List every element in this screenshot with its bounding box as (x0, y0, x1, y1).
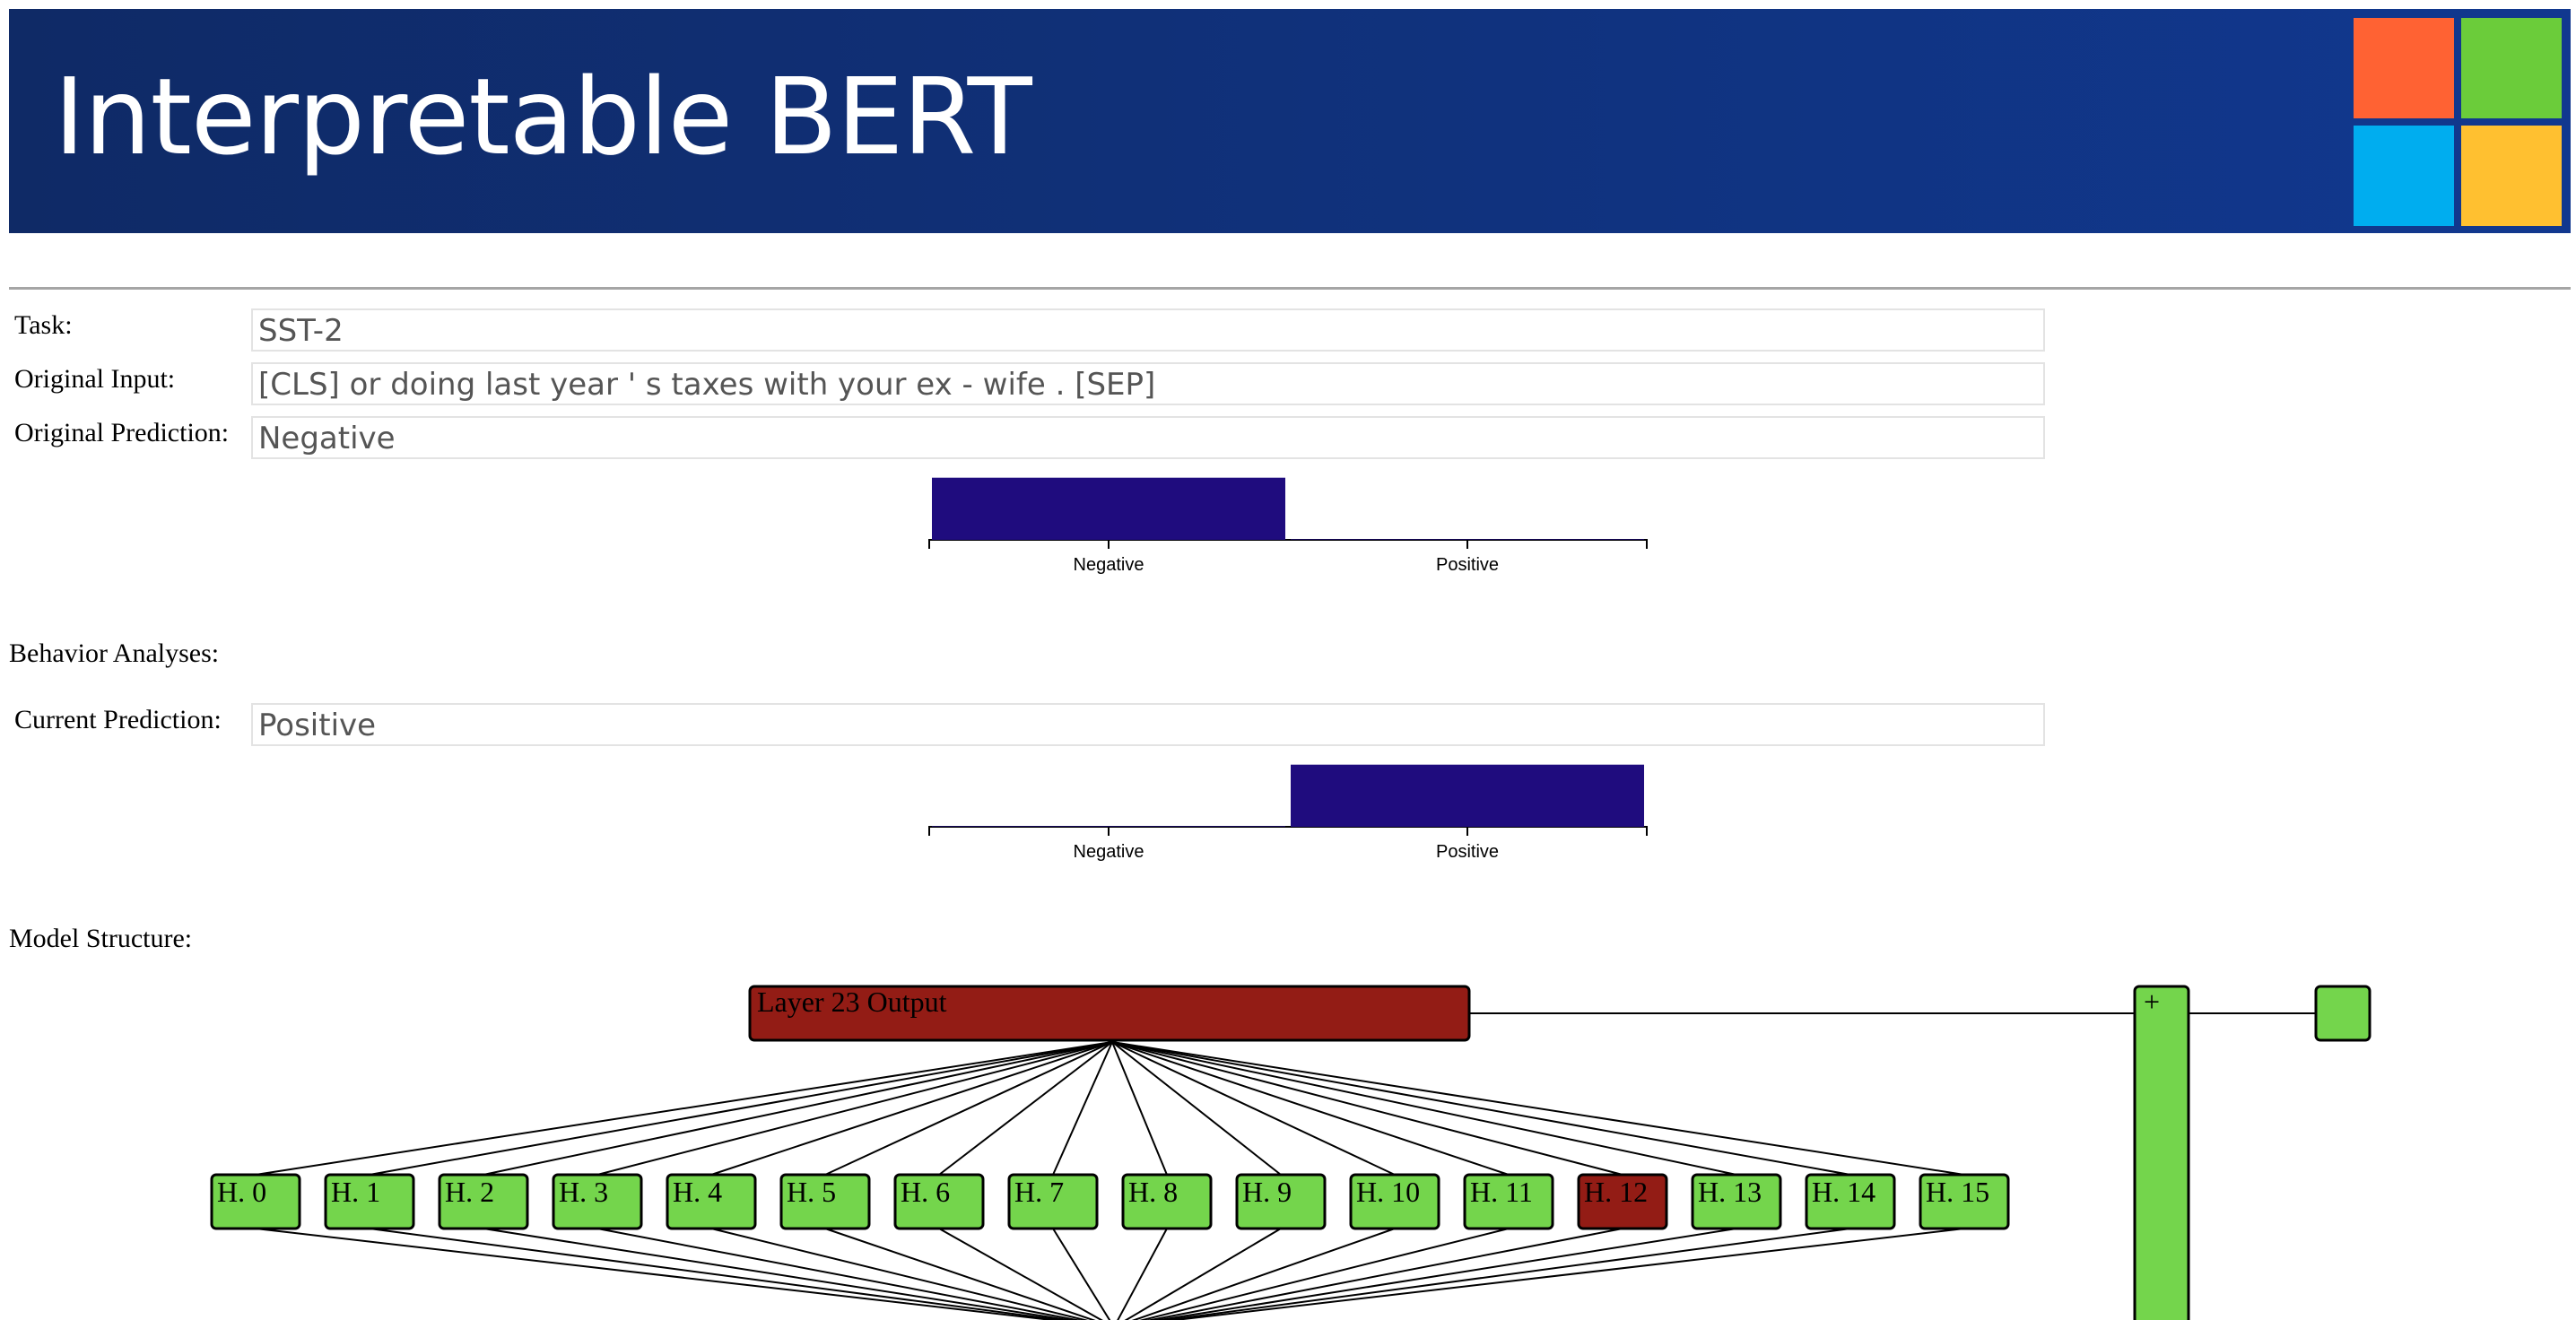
layer-output-node[interactable]: Layer 23 Output (748, 985, 1471, 1042)
connection-line (1111, 1041, 1737, 1176)
app-header: Interpretable BERT (9, 9, 2571, 233)
attention-head-label: H. 8 (1128, 1176, 1178, 1208)
attention-head-2[interactable]: H. 2 (438, 1173, 529, 1230)
connection-line (1168, 1228, 1965, 1320)
task-label: Task: (14, 310, 73, 340)
connection-line (1111, 1041, 1965, 1176)
connection-line (1124, 1228, 1282, 1320)
attention-head-label: H. 15 (1926, 1176, 1989, 1208)
attention-head-label: H. 7 (1014, 1176, 1064, 1208)
original-input-label: Original Input: (14, 364, 176, 394)
connection-line (1117, 1228, 1168, 1320)
attention-head-5[interactable]: H. 5 (779, 1173, 871, 1230)
output-node[interactable] (2314, 985, 2371, 1042)
connection-line (710, 1041, 1113, 1176)
attention-head-label: H. 14 (1812, 1176, 1875, 1208)
attention-head-12[interactable]: H. 12 (1577, 1173, 1668, 1230)
connection-line (1111, 1041, 1851, 1176)
attention-head-14[interactable]: H. 14 (1805, 1173, 1896, 1230)
connection-line (1111, 1041, 1168, 1176)
residual-add-label: + (2144, 986, 2160, 1018)
attention-head-3[interactable]: H. 3 (552, 1173, 643, 1230)
connection-line (938, 1228, 1103, 1320)
connection-line (1145, 1228, 1623, 1320)
model-structure-label: Model Structure: (9, 924, 193, 953)
connection-line (1052, 1041, 1113, 1176)
app-title: Interpretable BERT (54, 55, 1032, 178)
attention-head-label: H. 0 (217, 1176, 266, 1208)
attention-head-6[interactable]: H. 6 (893, 1173, 985, 1230)
connection-line (596, 1228, 1082, 1320)
attention-head-label: H. 4 (673, 1176, 722, 1208)
connection-line (1111, 1041, 1396, 1176)
task-field[interactable]: SST-2 (251, 308, 2045, 352)
attention-head-label: H. 13 (1698, 1176, 1762, 1208)
attention-head-7[interactable]: H. 7 (1007, 1173, 1099, 1230)
logo-square-red (2354, 18, 2454, 118)
connection-line (1111, 1041, 1282, 1176)
attention-head-label: H. 12 (1584, 1176, 1648, 1208)
connection-line (1161, 1228, 1851, 1320)
attention-head-1[interactable]: H. 1 (324, 1173, 415, 1230)
original-prediction-field: Negative (251, 416, 2045, 459)
connection-line (255, 1041, 1113, 1176)
divider (9, 287, 2571, 290)
attention-head-13[interactable]: H. 13 (1691, 1173, 1782, 1230)
attention-head-10[interactable]: H. 10 (1349, 1173, 1440, 1230)
original-input-field[interactable]: [CLS] or doing last year ' s taxes with … (251, 362, 2045, 405)
microsoft-logo-icon (2354, 18, 2562, 226)
attention-head-label: H. 2 (445, 1176, 494, 1208)
connection-line (824, 1228, 1096, 1320)
attention-head-label: H. 10 (1356, 1176, 1420, 1208)
attention-head-label: H. 3 (559, 1176, 608, 1208)
attention-head-4[interactable]: H. 4 (666, 1173, 757, 1230)
current-prediction-field: Positive (251, 703, 2045, 746)
attention-head-label: H. 11 (1470, 1176, 1533, 1208)
behavior-analyses-label: Behavior Analyses: (9, 638, 220, 668)
current-prediction-label: Current Prediction: (14, 705, 222, 734)
connection-line (1153, 1228, 1737, 1320)
connection-line (710, 1228, 1089, 1320)
connection-line (596, 1041, 1113, 1176)
logo-square-green (2461, 18, 2562, 118)
connection-line (1138, 1228, 1510, 1320)
logo-square-blue (2354, 126, 2454, 226)
connection-line (1052, 1228, 1111, 1320)
logo-square-yellow (2461, 126, 2562, 226)
attention-head-label: H. 5 (787, 1176, 836, 1208)
attention-head-9[interactable]: H. 9 (1235, 1173, 1327, 1230)
original-prediction-label: Original Prediction: (14, 418, 230, 447)
connection-line (938, 1041, 1113, 1176)
attention-head-15[interactable]: H. 15 (1919, 1173, 2010, 1230)
residual-add-node[interactable]: + (2133, 985, 2190, 1320)
connection-line (824, 1041, 1113, 1176)
attention-head-label: H. 9 (1242, 1176, 1292, 1208)
connection-line (1131, 1228, 1396, 1320)
attention-head-0[interactable]: H. 0 (210, 1173, 301, 1230)
connection-line (255, 1228, 1060, 1320)
connection-line (483, 1041, 1113, 1176)
layer-output-label: Layer 23 Output (757, 986, 947, 1018)
connection-line (1111, 1041, 1510, 1176)
attention-head-11[interactable]: H. 11 (1463, 1173, 1554, 1230)
attention-head-label: H. 1 (331, 1176, 380, 1208)
attention-head-label: H. 6 (901, 1176, 950, 1208)
connection-line (1111, 1041, 1623, 1176)
connection-line (483, 1228, 1075, 1320)
connection-line (369, 1228, 1067, 1320)
connection-line (369, 1041, 1113, 1176)
attention-head-8[interactable]: H. 8 (1121, 1173, 1213, 1230)
